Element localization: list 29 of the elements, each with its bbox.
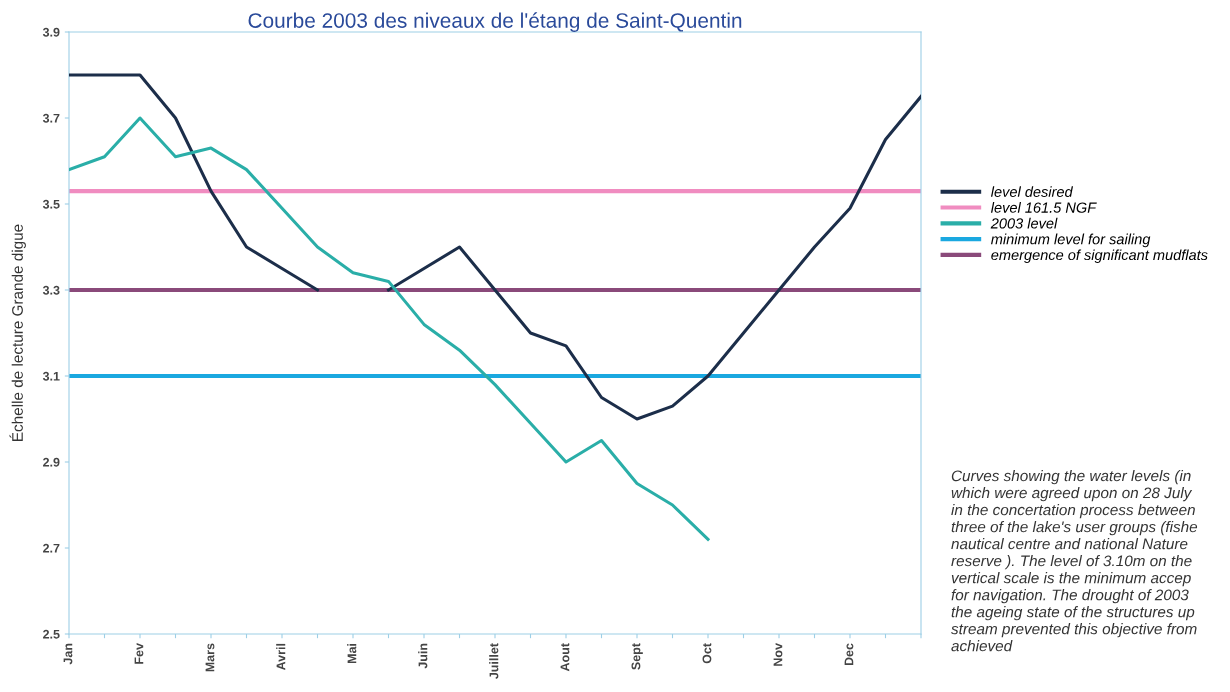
y-tick-label: 3.7 bbox=[42, 113, 60, 123]
y-tick-label: 3.1 bbox=[42, 371, 60, 381]
legend-label: level desired bbox=[991, 186, 1074, 197]
x-tick-label: Mai bbox=[347, 643, 357, 664]
y-tick-label: 2.9 bbox=[43, 457, 60, 467]
x-tick-label: Sept bbox=[631, 643, 643, 670]
x-tick-label: Dec bbox=[844, 643, 854, 666]
y-tick-label: 3.9 bbox=[42, 27, 60, 37]
y-axis-title: Échelle de lecture Grande digue bbox=[9, 224, 26, 441]
legend-label: minimum level for sailing bbox=[991, 233, 1151, 248]
x-tick-label: Avril bbox=[276, 643, 286, 671]
x-tick-label: Juillet bbox=[489, 643, 499, 679]
chart-title: Courbe 2003 des niveaux de l'étang de Saint-Quentin bbox=[248, 12, 742, 32]
legend-label: 2003 level bbox=[990, 217, 1058, 229]
line-series bbox=[69, 116, 710, 541]
y-tick-label: 2.5 bbox=[43, 629, 60, 639]
x-tick-label: Nov bbox=[773, 643, 783, 666]
legend-label: emergence of significant mudflats bbox=[991, 249, 1208, 263]
y-tick-label: 3.5 bbox=[42, 199, 60, 209]
legend-label: level 161.5 NGF bbox=[991, 202, 1097, 213]
x-tick-label: Fev bbox=[134, 643, 144, 664]
x-tick-label: Oct bbox=[702, 643, 712, 664]
y-tick-label: 2.7 bbox=[43, 543, 60, 553]
text: Curves showing the water levels (in which were agreed upon on 28 July in the concertation process between three of the lake's user groups (fishe nautical centre and national Nature reserve ). The level of 3.10m on the vertical scale is the minimum accep for navigation. The drought of 2003 the ageing state of the structures up stream prevented this objective from achieved bbox=[951, 470, 1198, 652]
x-tick-label: Aout bbox=[560, 643, 570, 672]
x-tick-label: Jan bbox=[63, 643, 73, 665]
x-tick-label: Mars bbox=[205, 643, 215, 672]
x-tick-label: Juin bbox=[418, 643, 428, 669]
y-tick-label: 3.3 bbox=[42, 285, 60, 295]
